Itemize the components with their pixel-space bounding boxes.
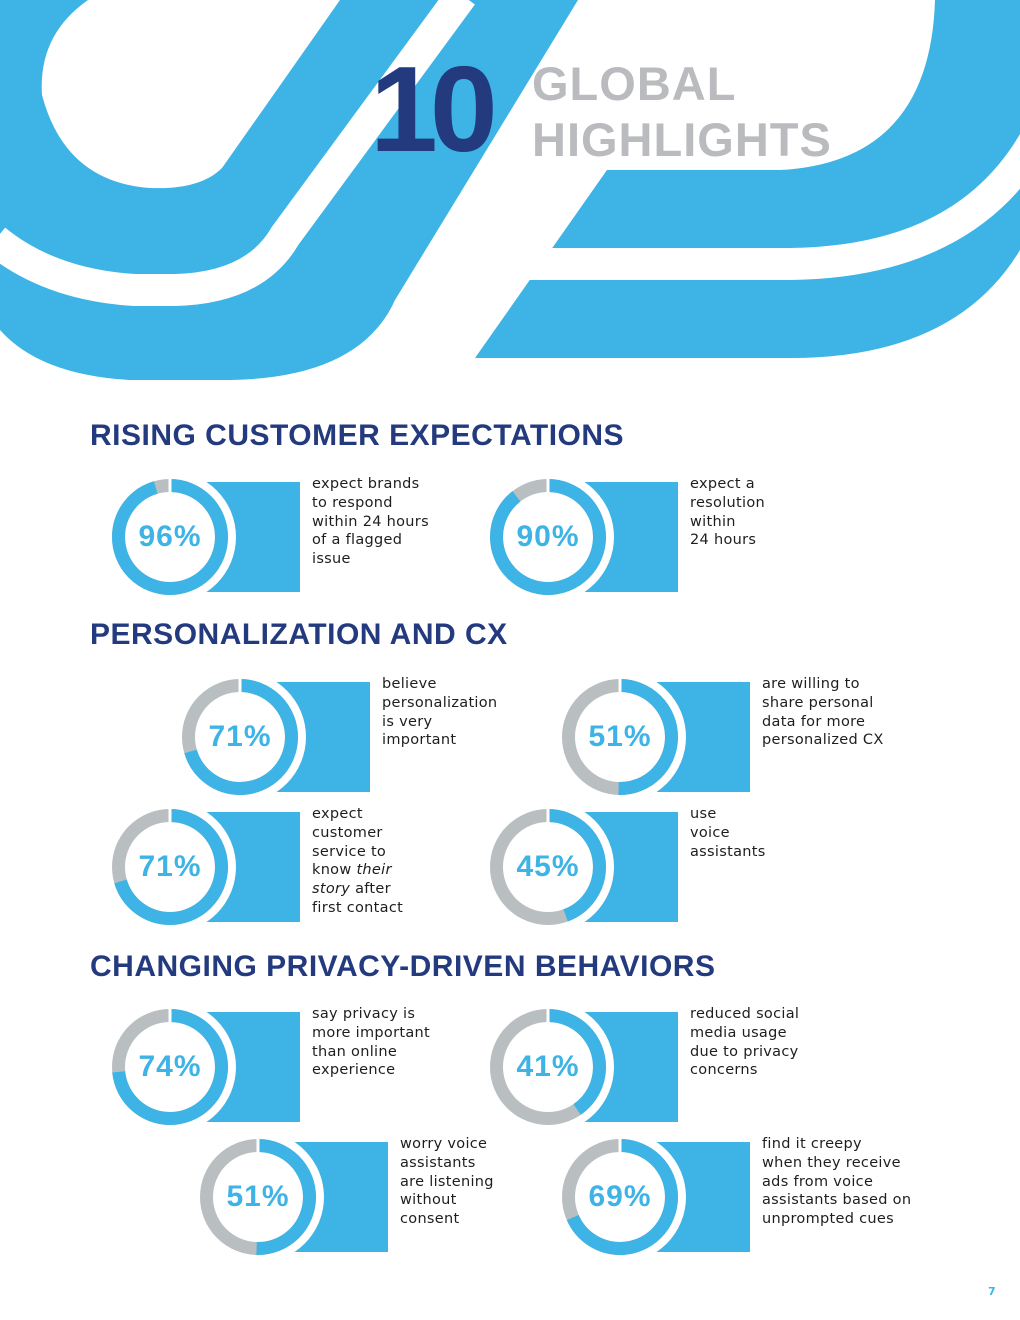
stat-percentage: 74% bbox=[138, 1050, 202, 1083]
description-line: customer bbox=[312, 824, 383, 841]
section-heading-privacy: CHANGING PRIVACY-DRIVEN BEHAVIORS bbox=[90, 950, 716, 983]
description-line: issue bbox=[312, 551, 351, 568]
description-line: assistants bbox=[690, 843, 766, 860]
stat-percentage: 90% bbox=[516, 520, 580, 553]
description-line: 24 hours bbox=[690, 532, 757, 549]
donut-chart bbox=[554, 1129, 686, 1263]
description-line: first contact bbox=[312, 899, 404, 916]
stat-description: expect customer service to know their story … bbox=[312, 805, 403, 918]
donut-chart bbox=[482, 469, 614, 603]
stat-description: use voice assistants bbox=[690, 805, 766, 861]
description-line: when they receive bbox=[762, 1154, 901, 1171]
stat-percentage: 71% bbox=[208, 720, 272, 753]
stat-percentage: 51% bbox=[226, 1180, 290, 1213]
stat-percentage: 51% bbox=[588, 720, 652, 753]
description-line: data for more bbox=[762, 713, 866, 730]
description-line: are willing to bbox=[762, 676, 860, 692]
description-line: ads from voice bbox=[762, 1173, 874, 1190]
highlight-count: 10 bbox=[370, 41, 498, 177]
description-line: expect bbox=[312, 806, 363, 822]
description-line: find it creepy bbox=[762, 1136, 862, 1152]
stat-percentage: 71% bbox=[138, 850, 202, 883]
donut-chart bbox=[482, 999, 614, 1133]
stat-percentage: 41% bbox=[516, 1050, 580, 1083]
description-line: media usage bbox=[690, 1024, 787, 1041]
description-line: important bbox=[382, 732, 457, 749]
stat-description: expect brands to respond within 24 hours of… bbox=[312, 475, 429, 569]
description-line: more important bbox=[312, 1024, 431, 1041]
donut-chart bbox=[104, 999, 236, 1133]
description-line: know their bbox=[312, 861, 403, 880]
text-segment: know bbox=[312, 862, 357, 879]
description-line: reduced social bbox=[690, 1006, 800, 1022]
description-line: without bbox=[400, 1192, 457, 1209]
description-line: within bbox=[690, 513, 736, 530]
description-line: are listening bbox=[400, 1173, 494, 1190]
donut-chart bbox=[554, 669, 686, 803]
text-segment: after bbox=[350, 881, 391, 898]
description-line: to respond bbox=[312, 494, 393, 511]
header-graphic bbox=[0, 0, 1020, 380]
description-line: service to bbox=[312, 843, 387, 860]
description-line: unprompted cues bbox=[762, 1211, 894, 1228]
description-line: worry voice bbox=[400, 1136, 488, 1152]
donut-chart bbox=[174, 669, 306, 803]
emphasis-text: their bbox=[356, 862, 392, 879]
description-line: voice bbox=[690, 824, 730, 841]
stat-percentage: 69% bbox=[588, 1180, 652, 1213]
description-line: use bbox=[690, 806, 717, 822]
description-line: assistants bbox=[400, 1154, 476, 1171]
title-line-1: GLOBAL bbox=[532, 57, 737, 110]
emphasis-text: story bbox=[312, 881, 351, 898]
description-line: experience bbox=[312, 1062, 396, 1079]
description-line: personalization bbox=[382, 694, 498, 711]
description-line: of a flagged bbox=[312, 532, 403, 549]
stat-description: say privacy is more important than online e… bbox=[312, 1005, 430, 1080]
description-line: story after bbox=[312, 880, 403, 899]
stat-percentage: 96% bbox=[138, 520, 202, 553]
description-line: than online bbox=[312, 1043, 398, 1060]
description-line: expect a bbox=[690, 476, 755, 492]
stat-description: reduced social media usage due to privacy c… bbox=[690, 1005, 799, 1080]
donut-chart bbox=[104, 799, 236, 933]
stat-description: expect a resolution within 24 hours bbox=[690, 475, 765, 550]
description-line: say privacy is bbox=[312, 1006, 416, 1022]
donut-chart bbox=[192, 1129, 324, 1263]
stat-description: find it creepy when they receive ads from … bbox=[762, 1135, 911, 1229]
description-line: due to privacy bbox=[690, 1043, 799, 1060]
stat-description: believe personalization is very important bbox=[382, 675, 497, 750]
section-heading-expectations: RISING CUSTOMER EXPECTATIONS bbox=[90, 419, 625, 452]
right-swoosh-stripe bbox=[480, 133, 1020, 280]
description-line: share personal bbox=[762, 694, 874, 711]
description-line: resolution bbox=[690, 494, 765, 511]
description-line: consent bbox=[400, 1211, 460, 1228]
left-swoosh-stripe bbox=[0, 0, 475, 306]
section-heading-personalization: PERSONALIZATION AND CX bbox=[90, 618, 508, 651]
description-line: expect brands bbox=[312, 476, 420, 492]
title-line-2: HIGHLIGHTS bbox=[532, 113, 832, 166]
stat-description: are willing to share personal data for mor… bbox=[762, 675, 884, 750]
description-line: within 24 hours bbox=[312, 513, 429, 530]
donut-chart bbox=[482, 799, 614, 933]
right-swoosh bbox=[475, 0, 1020, 358]
description-line: assistants based on bbox=[762, 1192, 912, 1209]
description-line: believe bbox=[382, 676, 437, 692]
description-line: is very bbox=[382, 713, 433, 730]
stat-description: worry voice assistants are listening withou… bbox=[400, 1135, 494, 1229]
description-line: personalized CX bbox=[762, 732, 884, 749]
stat-percentage: 45% bbox=[516, 850, 580, 883]
donut-chart bbox=[104, 469, 236, 603]
description-line: concerns bbox=[690, 1062, 758, 1079]
page-number: 7 bbox=[988, 1285, 996, 1298]
left-swoosh-inner bbox=[41, 0, 340, 189]
